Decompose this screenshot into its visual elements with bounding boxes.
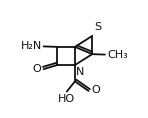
Text: N: N xyxy=(76,67,84,77)
Text: HO: HO xyxy=(58,94,75,104)
Text: H₂N: H₂N xyxy=(21,40,42,51)
Text: O: O xyxy=(32,64,41,74)
Text: S: S xyxy=(94,22,101,32)
Text: O: O xyxy=(91,85,100,95)
Text: CH₃: CH₃ xyxy=(108,50,128,60)
